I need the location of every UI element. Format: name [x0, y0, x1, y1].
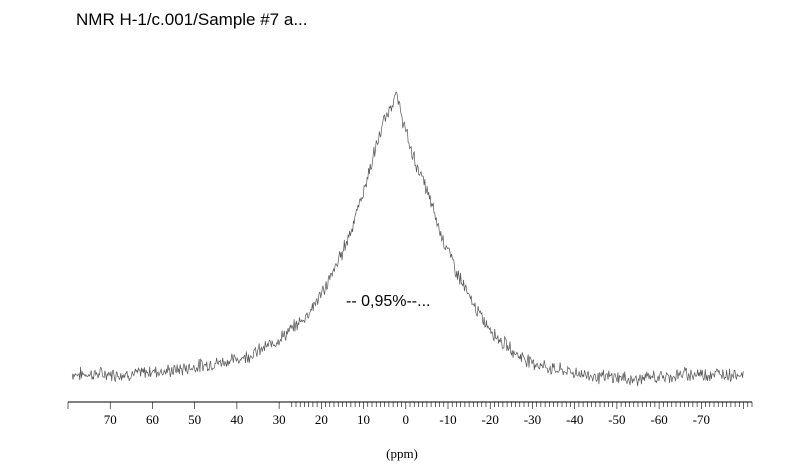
spectrum-line-group [71, 91, 744, 387]
x-tick-label: 70 [104, 412, 117, 427]
x-tick-label: -20 [482, 412, 499, 427]
x-tick-label: 40 [230, 412, 243, 427]
x-tick-label: 10 [357, 412, 370, 427]
x-tick-labels: 70 60 50 40 30 20 10 0 -10 -20 -30 -40 -50 -60 -70 [104, 412, 710, 427]
x-tick-label: -60 [650, 412, 667, 427]
x-tick-label: -40 [566, 412, 583, 427]
chart-title: NMR H-1/c.001/Sample #7 a... [76, 10, 308, 29]
x-tick-label: -30 [524, 412, 541, 427]
peak-annotation: -- 0,95%--... [346, 293, 430, 310]
x-tick-label: 30 [273, 412, 286, 427]
x-tick-label: 0 [403, 412, 410, 427]
x-tick-label: -10 [439, 412, 456, 427]
x-tick-label: 50 [188, 412, 201, 427]
x-axis-title: (ppm) [386, 446, 418, 461]
x-tick-label: -70 [693, 412, 710, 427]
x-tick-label: 60 [146, 412, 159, 427]
x-tick-label: 20 [315, 412, 328, 427]
x-tick-label: -50 [608, 412, 625, 427]
spectrum-line [71, 91, 744, 387]
x-axis [67, 401, 753, 409]
